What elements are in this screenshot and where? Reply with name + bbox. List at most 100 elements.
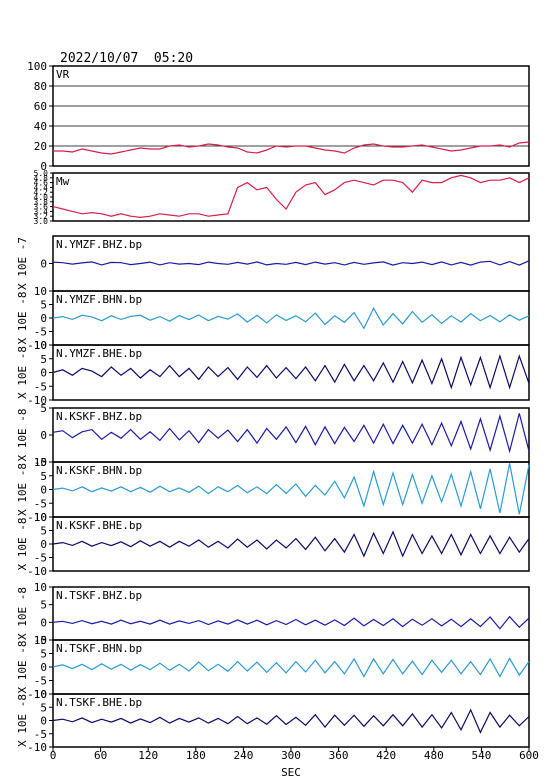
series-trace (53, 141, 530, 155)
y-tick-label: -5 (34, 675, 47, 688)
y-tick-label: 10 (34, 511, 47, 524)
y-tick-label: 10 (34, 634, 47, 647)
panel-label: N.YMZF.BHZ.bp (56, 238, 142, 251)
y-tick-label: 3.0 (34, 217, 49, 226)
units-label: X 10E -8 (16, 409, 29, 462)
series-trace (52, 307, 530, 330)
y-tick-label: -10 (27, 688, 47, 701)
units-label: X 10E -8 (16, 518, 29, 571)
y-tick-label: 5 (40, 470, 47, 483)
y-tick-label: -10 (27, 741, 47, 754)
x-tick-label: 240 (233, 749, 253, 762)
series-trace (52, 530, 530, 558)
y-tick-label: 3.4 (34, 207, 49, 216)
y-tick-label: -10 (27, 394, 47, 407)
y-tick-label: 40 (34, 120, 47, 133)
units-label: X 10E -8 (16, 346, 29, 399)
y-tick-label: 4.6 (34, 179, 49, 188)
y-tick-label: 5 (40, 599, 47, 612)
y-tick-label: 5 (40, 701, 47, 714)
panel-frame (52, 172, 530, 222)
y-tick-label: 0 (40, 661, 47, 674)
y-tick-label: 10 (34, 339, 47, 352)
y-tick-label: 5 (40, 299, 47, 312)
datetime-header: 2022/10/07 05:20 (60, 51, 193, 66)
y-tick-label: -5 (34, 326, 47, 339)
y-tick-label: 0 (40, 616, 47, 629)
panel-label: N.TSKF.BHN.bp (56, 642, 142, 655)
series-trace (52, 353, 530, 390)
units-label: X 10E -8 (16, 463, 29, 516)
panels: 020406080100VR5.04.84.64.44.24.03.83.63.… (16, 60, 530, 754)
series-trace (52, 413, 530, 454)
series-trace (52, 657, 530, 678)
y-tick-label: -10 (27, 339, 47, 352)
y-tick-label: 5 (40, 402, 47, 415)
y-tick-label: 5.0 (34, 169, 49, 178)
y-tick-label: 4.0 (34, 193, 49, 202)
y-tick-label: 0 (40, 367, 47, 380)
series-trace (52, 174, 530, 219)
units-label: X 10E -8 (16, 587, 29, 640)
panel-1: 0 20 40 60 80 100 VR (27, 60, 530, 173)
x-axis: 0 60 120 180 240 300 360 420 480 540 600 (50, 747, 539, 762)
panel-label: N.YMZF.BHN.bp (56, 293, 142, 306)
y-tick-label: 0 (40, 538, 47, 551)
y-tick-label: -5 (34, 497, 47, 510)
y-tick-label: 80 (34, 80, 47, 93)
x-axis-label: SEC (281, 766, 301, 779)
y-tick-label: 10 (34, 285, 47, 298)
panel-2: 5.04.84.64.44.24.03.83.63.43.23.0 Mw (34, 169, 530, 226)
units-label: X 10E -8 (16, 641, 29, 694)
y-tick-label: -5 (34, 634, 47, 647)
panel-label: N.YMZF.BHE.bp (56, 347, 142, 360)
panel-label: Mw (56, 175, 70, 188)
series-trace (52, 615, 530, 630)
y-tick-label: 4.8 (34, 174, 49, 183)
x-tick-label: 300 (281, 749, 301, 762)
y-tick-label: 3.6 (34, 203, 49, 212)
y-tick-label: 5 (40, 648, 47, 661)
y-tick-label: -5 (34, 552, 47, 565)
panel-label: N.KSKF.BHN.bp (56, 464, 142, 477)
x-tick-label: 480 (424, 749, 444, 762)
y-tick-label: 60 (34, 100, 47, 113)
panel-label: N.TSKF.BHE.bp (56, 696, 142, 709)
y-tick-label: 0 (40, 160, 47, 173)
units-label: X 10E -7 (16, 237, 29, 290)
y-tick-label: 0 (40, 715, 47, 728)
y-tick-label: 5 (40, 525, 47, 538)
y-tick-label: 4.2 (34, 188, 49, 197)
y-tick-label: 10 (34, 688, 47, 701)
y-tick-label: 100 (27, 60, 47, 73)
x-tick-label: 360 (329, 749, 349, 762)
panel-label: N.TSKF.BHZ.bp (56, 589, 142, 602)
x-tick-label: 540 (471, 749, 491, 762)
x-tick-label: 60 (94, 749, 107, 762)
y-tick-label: -5 (34, 728, 47, 741)
panel-label: N.KSKF.BHZ.bp (56, 410, 142, 423)
y-tick-label: 0 (40, 429, 47, 442)
series-trace (52, 260, 530, 266)
y-tick-label: 4.4 (34, 183, 49, 192)
y-tick-label: 20 (34, 140, 47, 153)
panel-label: N.KSKF.BHE.bp (56, 519, 142, 532)
units-label: X 10E -8 (16, 292, 29, 345)
y-tick-label: -10 (27, 565, 47, 578)
y-tick-label: 0 (40, 258, 47, 271)
y-tick-label: -5 (34, 380, 47, 393)
y-tick-label: 5 (40, 353, 47, 366)
units-label: X 10E -8 (16, 694, 29, 747)
panel-label: VR (56, 68, 70, 81)
y-tick-label: 10 (34, 581, 47, 594)
x-tick-label: 0 (50, 749, 57, 762)
panel-3: 0 N.YMZF.BHZ.bp X 10E -7 (16, 235, 530, 292)
y-tick-label: -5 (34, 456, 47, 469)
x-tick-label: 600 (519, 749, 539, 762)
